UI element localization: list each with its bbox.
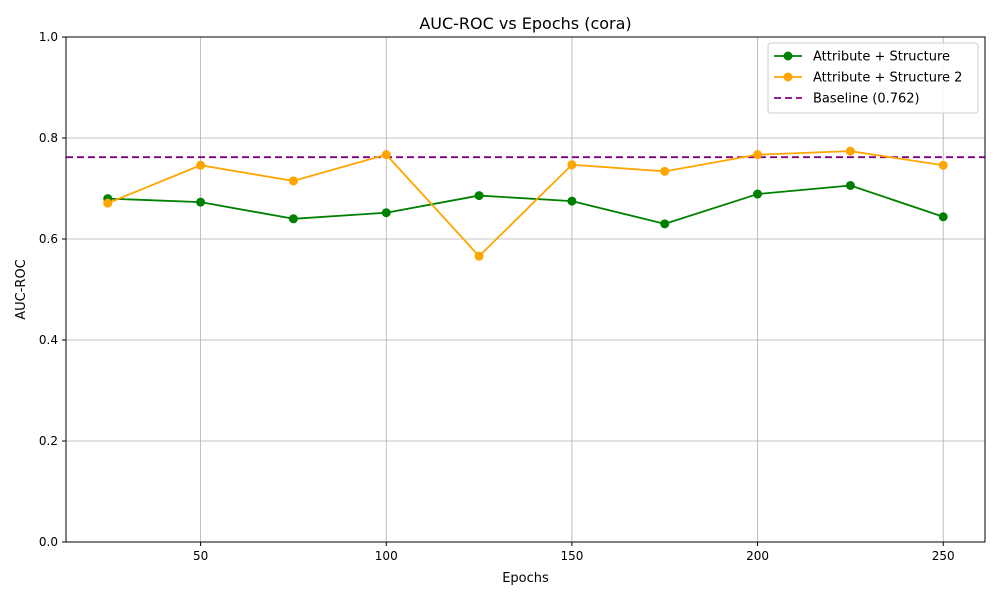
- y-tick-label: 0.6: [39, 232, 58, 246]
- legend-label: Attribute + Structure: [813, 50, 950, 65]
- legend: Attribute + Structure Attribute + Structu…: [767, 42, 979, 114]
- y-tick-label: 0.2: [39, 434, 58, 448]
- legend-label: Attribute + Structure 2: [813, 71, 962, 86]
- x-tick-label: 150: [560, 549, 583, 563]
- data-point: [474, 251, 484, 261]
- x-tick-label: 200: [746, 549, 769, 563]
- series-2: [103, 146, 948, 261]
- data-point: [938, 212, 948, 222]
- y-tick-label: 0.4: [39, 333, 58, 347]
- series-line: [107, 184, 944, 225]
- data-point: [753, 189, 763, 199]
- data-point: [845, 146, 855, 156]
- y-axis-label: AUC-ROC: [14, 259, 29, 320]
- x-tick-label: 250: [932, 549, 955, 563]
- data-point: [288, 214, 298, 224]
- y-tick-label: 1.0: [39, 30, 58, 44]
- data-point: [660, 219, 670, 229]
- data-point: [753, 150, 763, 160]
- x-tick-label: 50: [193, 549, 208, 563]
- legend-item: Attribute + Structure: [774, 50, 950, 65]
- x-tick-label: 100: [375, 549, 398, 563]
- y-tick-label: 0.0: [39, 535, 58, 549]
- legend-item: Attribute + Structure 2: [774, 71, 962, 86]
- legend-item: Baseline (0.762): [774, 92, 920, 107]
- chart-title: AUC-ROC vs Epochs (cora): [419, 14, 631, 33]
- legend-swatch-marker: [783, 51, 793, 61]
- data-point: [938, 160, 948, 170]
- y-tick-label: 0.8: [39, 131, 58, 145]
- ticks: 50 100 150 200 250 0.0 0.2 0.4 0.6 0.8 1.0: [39, 30, 955, 563]
- legend-box: [767, 42, 979, 114]
- data-point: [845, 180, 855, 190]
- data-point: [196, 160, 206, 170]
- data-point: [288, 176, 298, 186]
- data-point: [567, 196, 577, 206]
- legend-swatch-marker: [783, 72, 793, 82]
- data-point: [567, 160, 577, 170]
- x-axis-label: Epochs: [502, 571, 549, 586]
- plot-frame: [65, 36, 986, 543]
- data-point: [196, 197, 206, 207]
- data-point: [381, 208, 391, 218]
- series-layer: [103, 146, 948, 261]
- series-line: [107, 150, 944, 258]
- legend-label: Baseline (0.762): [813, 92, 920, 107]
- data-point: [381, 150, 391, 160]
- series-1: [103, 180, 948, 229]
- data-point: [474, 191, 484, 201]
- data-point: [103, 198, 113, 208]
- data-point: [660, 166, 670, 176]
